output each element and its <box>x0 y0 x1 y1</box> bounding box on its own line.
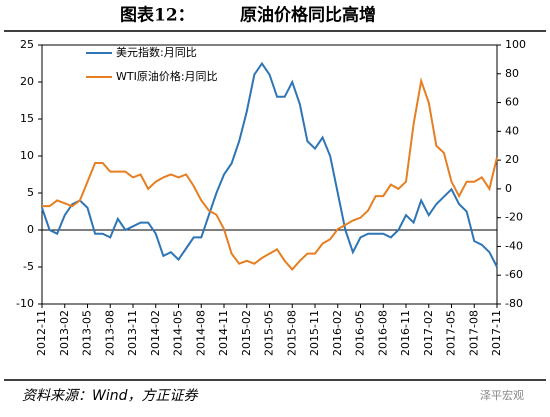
y2-tick-label: -40 <box>505 239 523 252</box>
y-tick-label: 10 <box>20 149 34 162</box>
x-tick-label: 2013-05 <box>81 310 94 356</box>
y2-tick-label: 100 <box>505 38 526 51</box>
x-tick-label: 2013-08 <box>103 310 116 356</box>
y-tick-label: -5 <box>23 260 34 273</box>
plot-frame <box>41 44 498 305</box>
x-tick-label: 2016-02 <box>331 310 344 356</box>
y-tick-label: 0 <box>27 223 34 236</box>
x-tick-label: 2014-02 <box>149 310 162 356</box>
y2-tick-label: 80 <box>505 67 519 80</box>
y2-tick-label: -20 <box>505 211 523 224</box>
y-tick-label: -10 <box>16 297 34 310</box>
x-tick-label: 2017-08 <box>467 310 480 356</box>
x-tick-label: 2017-11 <box>490 310 503 356</box>
y-tick-label: 5 <box>27 186 34 199</box>
y2-tick-label: 60 <box>505 96 519 109</box>
legend-label: 美元指数:月同比 <box>116 45 197 59</box>
y-tick-label: 25 <box>20 38 34 51</box>
x-tick-label: 2017-02 <box>422 310 435 356</box>
x-tick-label: 2012-11 <box>35 310 48 356</box>
x-tick-label: 2015-08 <box>285 310 298 356</box>
x-tick-label: 2014-11 <box>217 310 230 356</box>
x-tick-label: 2016-05 <box>354 310 367 356</box>
source: 资料来源：Wind，方正证券 <box>22 388 198 404</box>
y2-tick-label: 0 <box>505 182 512 195</box>
x-tick-label: 2016-11 <box>399 310 412 356</box>
series-line <box>41 61 498 268</box>
x-tick-label: 2015-11 <box>308 310 321 356</box>
series-line <box>42 77 498 271</box>
y-tick-label: 15 <box>20 112 34 125</box>
chart-title: 原油价格同比高增 <box>240 5 376 26</box>
x-tick-label: 2013-02 <box>58 310 71 356</box>
x-tick-label: 2015-02 <box>240 310 253 356</box>
y2-tick-label: 40 <box>505 124 519 137</box>
x-tick-label: 2014-05 <box>172 310 185 356</box>
x-tick-label: 2015-05 <box>263 310 276 356</box>
watermark: 泽平宏观 <box>480 388 524 402</box>
y2-tick-label: -60 <box>505 268 523 281</box>
legend-label: WTI原油价格:月同比 <box>116 69 218 83</box>
y-tick-label: 20 <box>20 75 34 88</box>
x-tick-label: 2016-08 <box>376 310 389 356</box>
x-tick-label: 2013-11 <box>126 310 139 356</box>
x-tick-label: 2014-08 <box>194 310 207 356</box>
y2-tick-label: 20 <box>505 153 519 166</box>
title-prefix: 图表12： <box>120 5 195 26</box>
y2-tick-label: -80 <box>505 297 523 310</box>
x-tick-label: 2017-05 <box>445 310 458 356</box>
